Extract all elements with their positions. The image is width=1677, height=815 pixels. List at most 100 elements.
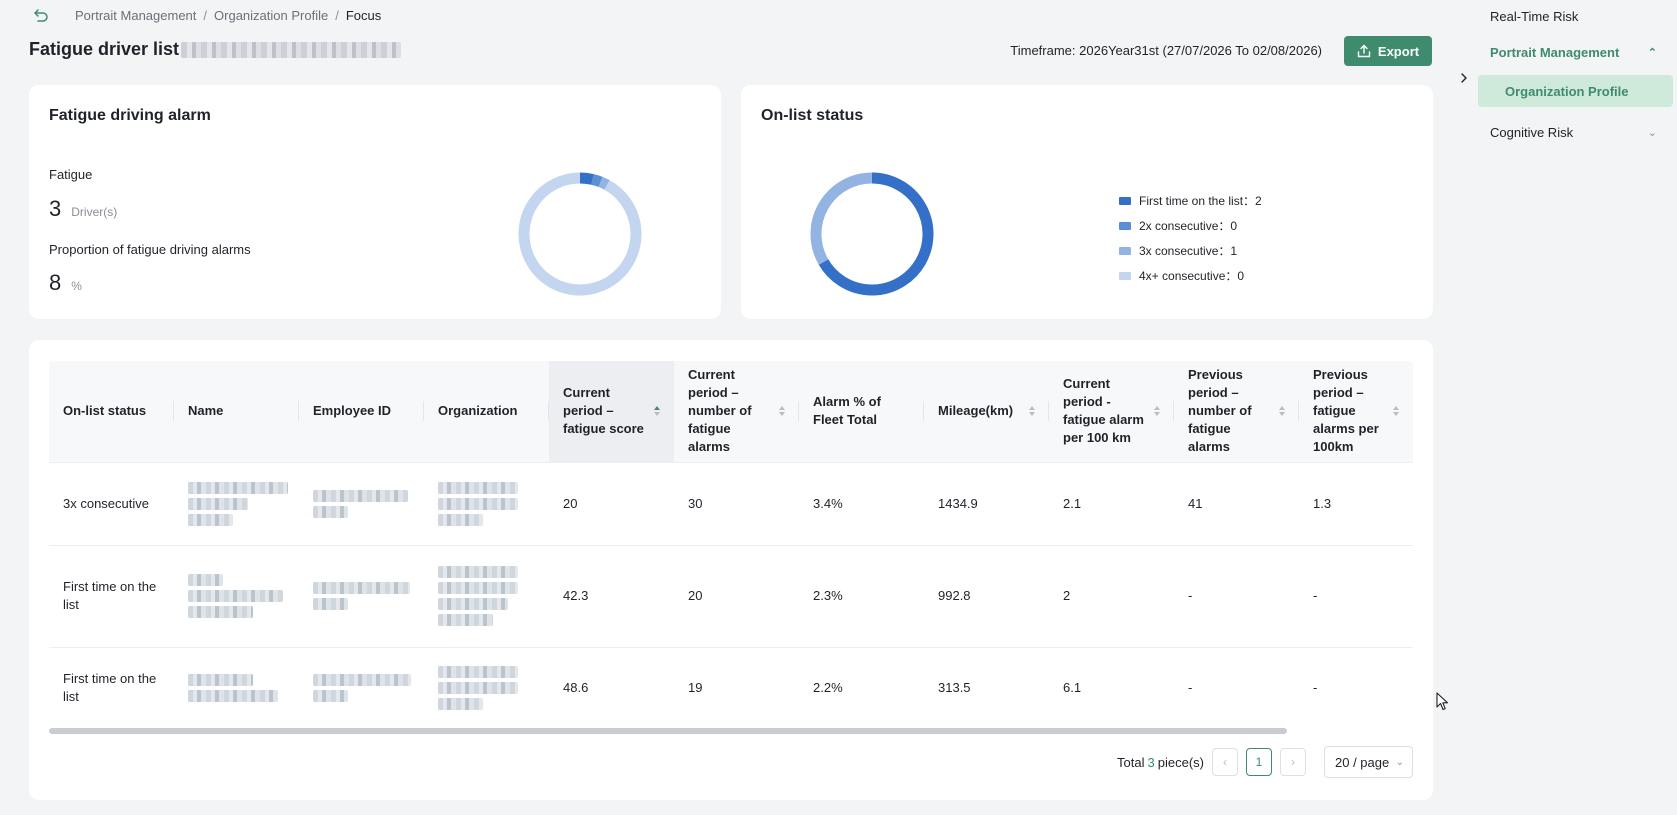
cell-prev-per-100km: 1.3 <box>1299 461 1413 545</box>
sidebar-item-label: Cognitive Risk <box>1490 124 1574 140</box>
fatigue-driver-unit: Driver(s) <box>71 205 118 219</box>
fatigue-card-title: Fatigue driving alarm <box>49 107 211 124</box>
sort-icon[interactable] <box>654 406 660 417</box>
page-size-select[interactable]: 20 / page ⌄ <box>1324 746 1413 778</box>
cell-organization-redacted <box>424 646 549 728</box>
legend-value: 2 <box>1255 193 1262 208</box>
cell-alarm-percent: 2.3% <box>799 544 924 647</box>
legend-label: First time on the list <box>1139 193 1244 208</box>
chevron-left-icon: ‹ <box>1223 755 1227 769</box>
table-horizontal-scrollbar[interactable] <box>49 727 1413 735</box>
on-list-status-donut <box>810 172 934 296</box>
cell-status: 3x consecutive <box>49 461 174 545</box>
sidebar-collapse-toggle[interactable] <box>1456 70 1472 86</box>
export-label: Export <box>1377 43 1420 59</box>
column-header-prev-alarms[interactable]: Previous period – number of fatigue alar… <box>1174 361 1299 462</box>
cell-employee-id-redacted <box>299 646 424 728</box>
cell-name-redacted <box>174 461 299 545</box>
legend-label: 2x consecutive <box>1139 218 1219 233</box>
donut-segment-fatigue <box>598 176 610 190</box>
legend-item-first-time[interactable]: First time on the list： 2 <box>1119 188 1262 213</box>
legend-label: 4x+ consecutive <box>1139 268 1226 283</box>
column-label: Organization <box>438 403 518 419</box>
cell-alarm-percent: 2.2% <box>799 646 924 728</box>
sort-icon[interactable] <box>1393 406 1399 417</box>
legend-swatch <box>1119 221 1131 230</box>
column-header-fatigue-alarms[interactable]: Current period – number of fatigue alarm… <box>674 361 799 462</box>
pagination: Total 3 piece(s) ‹ 1 › 20 / page ⌄ <box>1117 746 1413 778</box>
page-number-button[interactable]: 1 <box>1246 748 1272 776</box>
sort-icon[interactable] <box>1279 406 1285 417</box>
pagination-total-prefix: Total <box>1117 754 1145 770</box>
column-label: Current period – fatigue score <box>563 385 644 437</box>
on-list-status-card: On-list status First time on the list： 2 … <box>741 85 1433 319</box>
cell-prev-alarms: 41 <box>1174 461 1299 545</box>
cell-organization-redacted <box>424 544 549 647</box>
pagination-total-suffix: piece(s) <box>1157 754 1204 770</box>
legend-value: 0 <box>1237 268 1245 283</box>
cell-fatigue-score: 48.6 <box>549 646 674 728</box>
fatigue-metric: 3 Driver(s) <box>49 196 117 222</box>
column-header-mileage[interactable]: Mileage(km) <box>924 361 1049 462</box>
legend-item-2x[interactable]: 2x consecutive： 0 <box>1119 213 1262 238</box>
on-list-card-title: On-list status <box>761 107 864 124</box>
export-button[interactable]: Export <box>1344 36 1432 66</box>
cell-mileage: 992.8 <box>924 544 1049 647</box>
cell-mileage: 1434.9 <box>924 461 1049 545</box>
next-page-button[interactable]: › <box>1280 748 1306 776</box>
sidebar-item-real-time-risk[interactable]: Real-Time Risk <box>1476 0 1677 32</box>
column-header-employee-id: Employee ID <box>299 361 424 462</box>
proportion-metric: 8 % <box>49 270 82 296</box>
table-row[interactable]: First time on the list 42.3 20 2.3% 992.… <box>49 544 1413 647</box>
donut-segment-other <box>518 172 642 296</box>
breadcrumb-separator: / <box>335 7 339 23</box>
column-label: Previous period – number of fatigue alar… <box>1188 367 1252 455</box>
sidebar-item-organization-profile[interactable]: Organization Profile <box>1478 75 1673 107</box>
proportion-label: Proportion of fatigue driving alarms <box>49 242 251 257</box>
scrollbar-thumb[interactable] <box>49 728 1287 734</box>
legend-item-3x[interactable]: 3x consecutive： 1 <box>1119 238 1262 263</box>
fatigue-label: Fatigue <box>49 167 93 182</box>
sidebar-item-label: Portrait Management <box>1490 44 1620 60</box>
cell-alarm-per-100km: 2 <box>1049 544 1174 647</box>
column-header-prev-per-100km[interactable]: Previous period – fatigue alarms per 100… <box>1299 361 1413 462</box>
cell-fatigue-alarms: 20 <box>674 544 799 647</box>
sidebar-nav: Real-Time Risk Portrait Management ⌃ Org… <box>1476 0 1677 815</box>
column-label: On-list status <box>63 403 147 419</box>
cell-employee-id-redacted <box>299 544 424 647</box>
cell-name-redacted <box>174 646 299 728</box>
proportion-value: 8 <box>49 270 62 295</box>
page-title: Fatigue driver list <box>29 39 402 60</box>
legend-item-4x-plus[interactable]: 4x+ consecutive： 0 <box>1119 263 1262 288</box>
breadcrumb-organization-profile[interactable]: Organization Profile <box>214 7 329 23</box>
sidebar-item-label: Organization Profile <box>1505 83 1629 99</box>
chevron-down-icon: ⌄ <box>1647 126 1657 139</box>
back-arrow-icon[interactable] <box>33 7 51 23</box>
sort-icon[interactable] <box>1154 406 1160 417</box>
column-header-alarm-per-100km[interactable]: Current period - fatigue alarm per 100 k… <box>1049 361 1174 462</box>
title-row: Fatigue driver list Timeframe: 2026Year3… <box>29 36 1432 66</box>
cell-alarm-percent: 3.4% <box>799 461 924 545</box>
breadcrumb: Portrait Management / Organization Profi… <box>33 7 381 23</box>
legend-swatch <box>1119 196 1131 205</box>
sort-icon[interactable] <box>779 406 785 417</box>
prev-page-button[interactable]: ‹ <box>1212 748 1238 776</box>
sort-icon[interactable] <box>1029 406 1035 417</box>
sidebar-item-portrait-management[interactable]: Portrait Management ⌃ <box>1476 36 1677 68</box>
breadcrumb-current: Focus <box>345 7 382 23</box>
table-row[interactable]: First time on the list 48.6 19 2.2% 313.… <box>49 646 1413 728</box>
breadcrumb-portrait-management[interactable]: Portrait Management <box>75 7 197 23</box>
cell-status: First time on the list <box>49 646 174 728</box>
cell-name-redacted <box>174 544 299 647</box>
column-header-name: Name <box>174 361 299 462</box>
redacted-organization-name <box>181 41 402 58</box>
breadcrumb-separator: / <box>203 7 208 23</box>
chevron-right-icon <box>1461 73 1467 83</box>
legend-label: 3x consecutive <box>1139 243 1219 258</box>
donut-segment-fatigue <box>579 172 594 185</box>
table-row[interactable]: 3x consecutive 20 30 3.4% 1434.9 2.1 41 … <box>49 461 1413 545</box>
sidebar-item-cognitive-risk[interactable]: Cognitive Risk ⌄ <box>1476 116 1677 148</box>
chevron-right-icon: › <box>1291 755 1295 769</box>
column-label: Employee ID <box>313 403 392 419</box>
column-header-fatigue-score[interactable]: Current period – fatigue score <box>549 361 674 462</box>
